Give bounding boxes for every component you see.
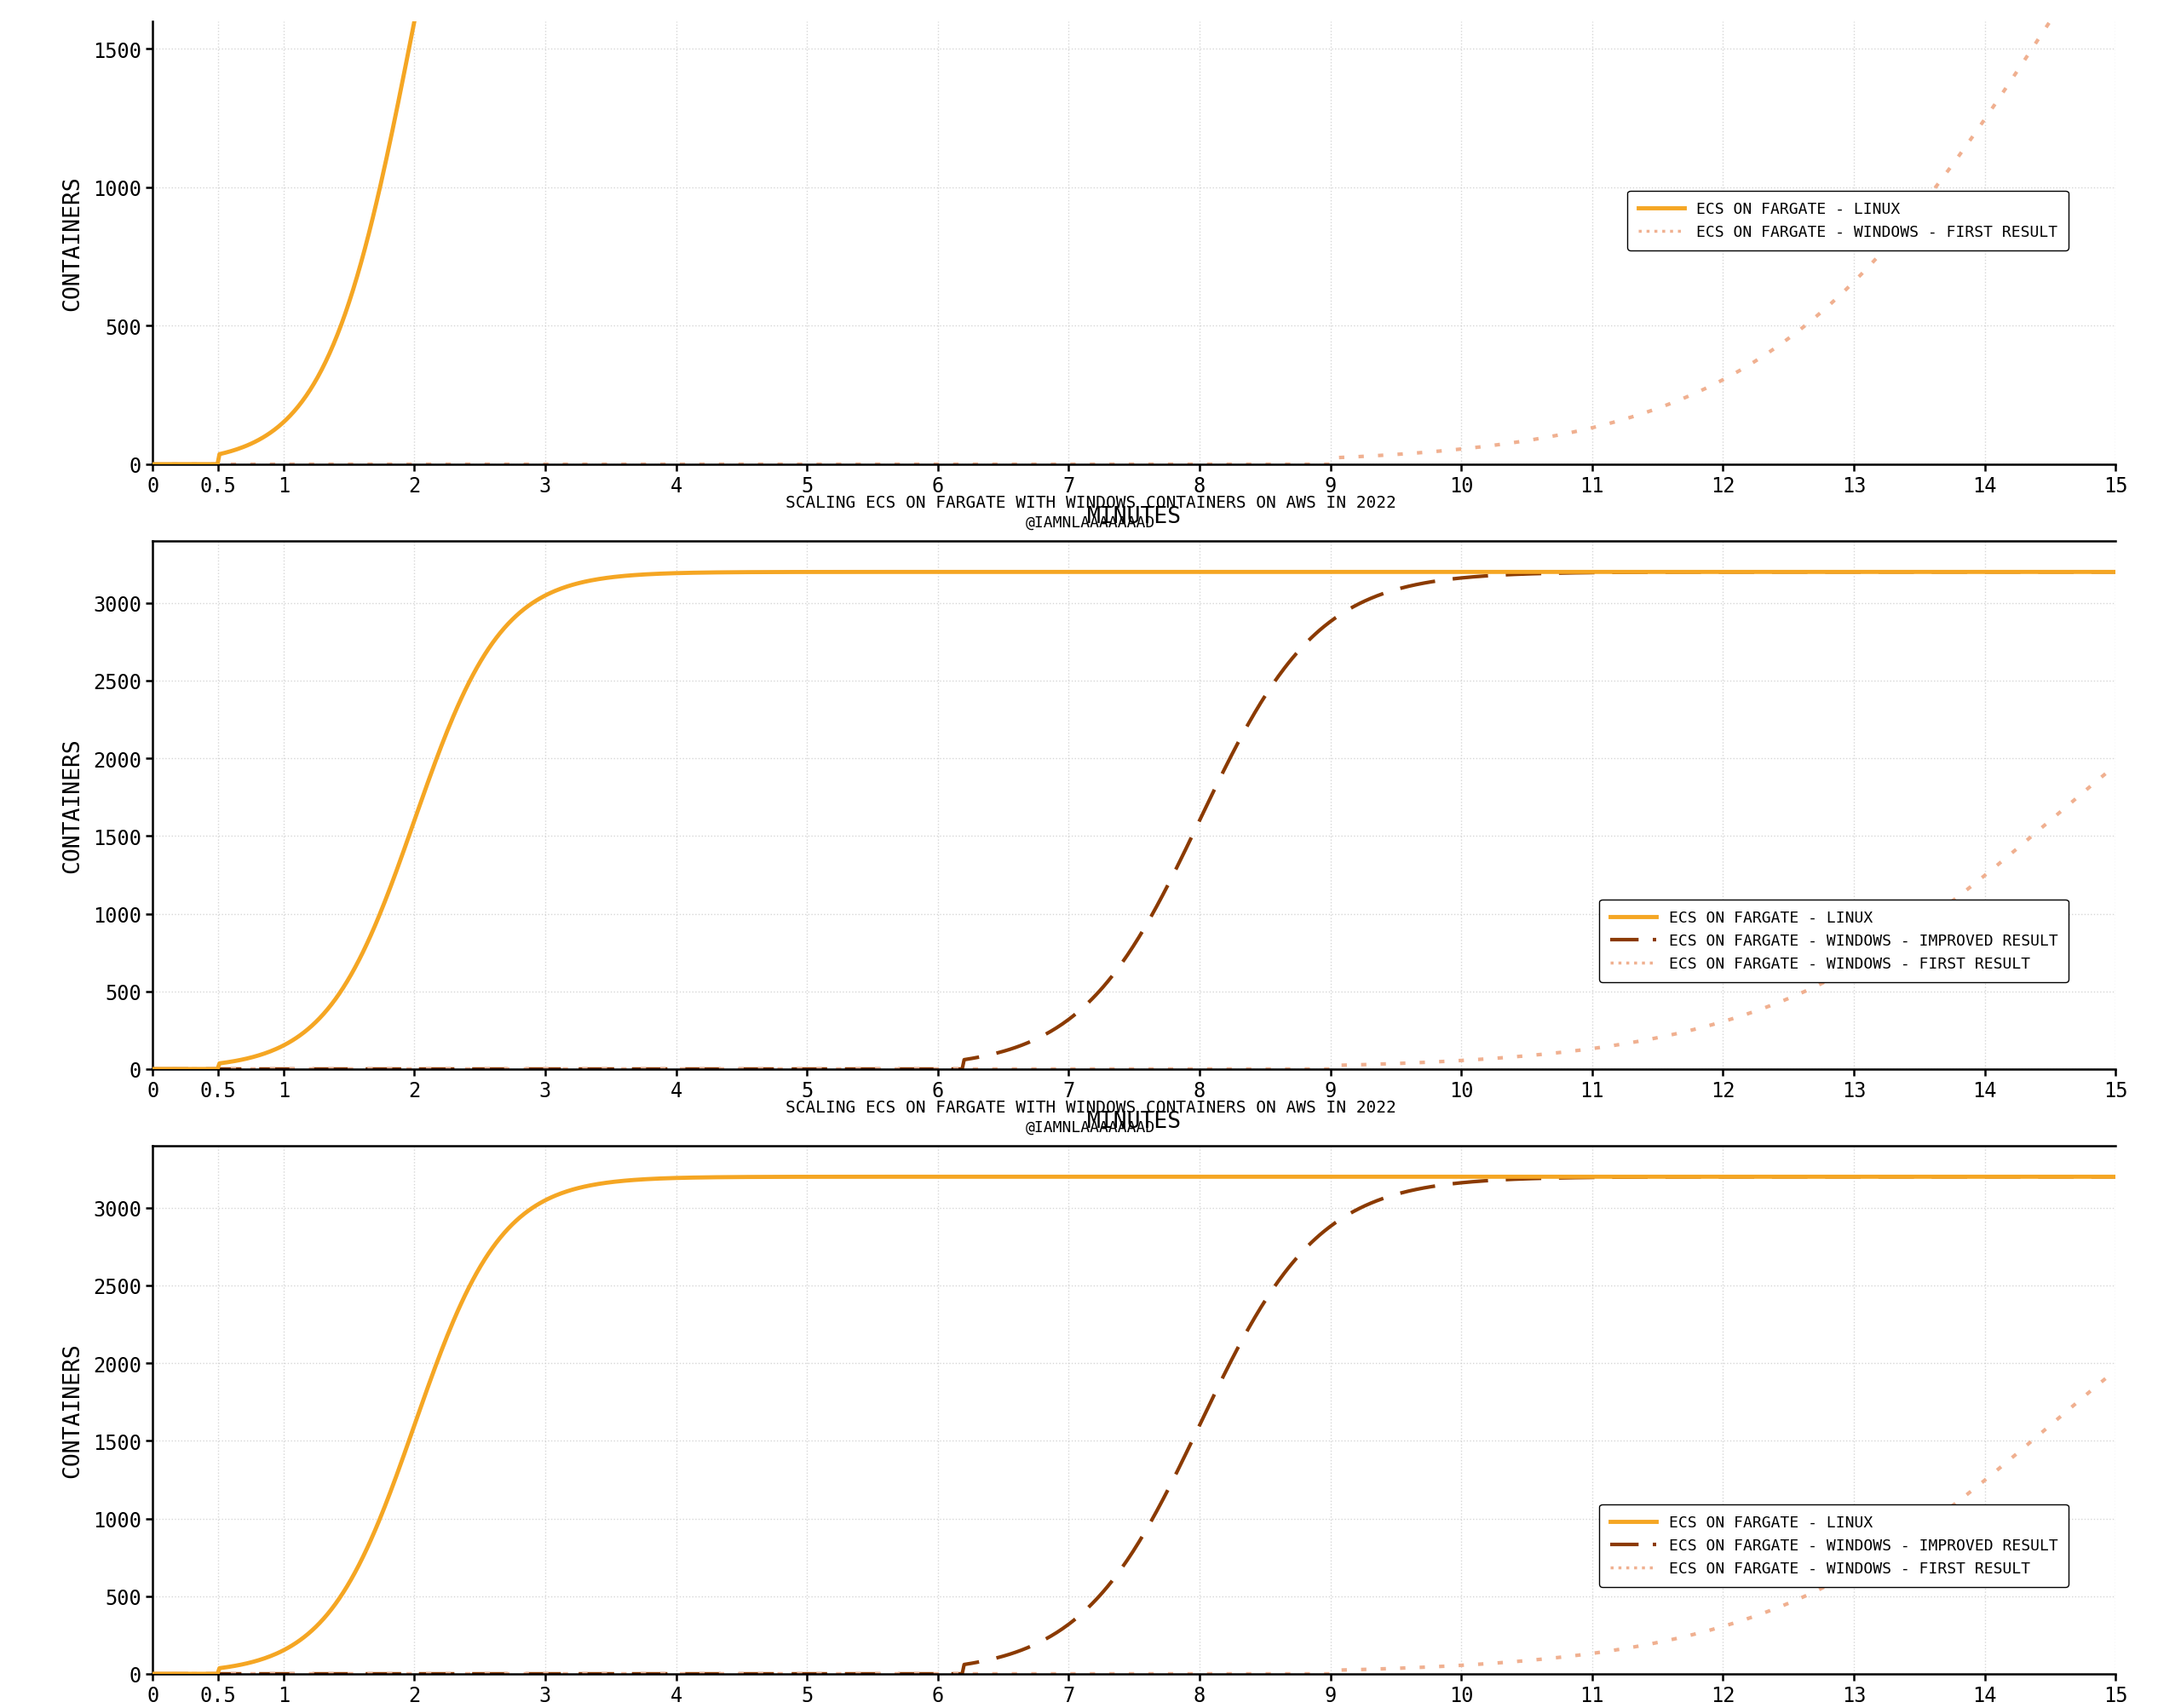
Legend: ECS ON FARGATE - LINUX, ECS ON FARGATE - WINDOWS - IMPROVED RESULT, ECS ON FARGA: ECS ON FARGATE - LINUX, ECS ON FARGATE -… [1599, 1505, 2068, 1587]
X-axis label: MINUTES: MINUTES [1086, 1110, 1182, 1132]
X-axis label: MINUTES: MINUTES [1086, 506, 1182, 528]
Text: @IAMNLAAAAAAAD: @IAMNLAAAAAAAD [1025, 514, 1156, 529]
Y-axis label: CONTAINERS: CONTAINERS [61, 1342, 83, 1477]
Legend: ECS ON FARGATE - LINUX, ECS ON FARGATE - WINDOWS - IMPROVED RESULT, ECS ON FARGA: ECS ON FARGATE - LINUX, ECS ON FARGATE -… [1599, 900, 2068, 982]
Legend: ECS ON FARGATE - LINUX, ECS ON FARGATE - WINDOWS - FIRST RESULT: ECS ON FARGATE - LINUX, ECS ON FARGATE -… [1627, 191, 2068, 251]
Text: SCALING ECS ON FARGATE WITH WINDOWS CONTAINERS ON AWS IN 2022: SCALING ECS ON FARGATE WITH WINDOWS CONT… [785, 1100, 1396, 1115]
Text: @IAMNLAAAAAAAD: @IAMNLAAAAAAAD [1025, 1119, 1156, 1134]
Y-axis label: CONTAINERS: CONTAINERS [61, 738, 83, 873]
Y-axis label: CONTAINERS: CONTAINERS [61, 176, 83, 311]
Text: SCALING ECS ON FARGATE WITH WINDOWS CONTAINERS ON AWS IN 2022: SCALING ECS ON FARGATE WITH WINDOWS CONT… [785, 495, 1396, 511]
